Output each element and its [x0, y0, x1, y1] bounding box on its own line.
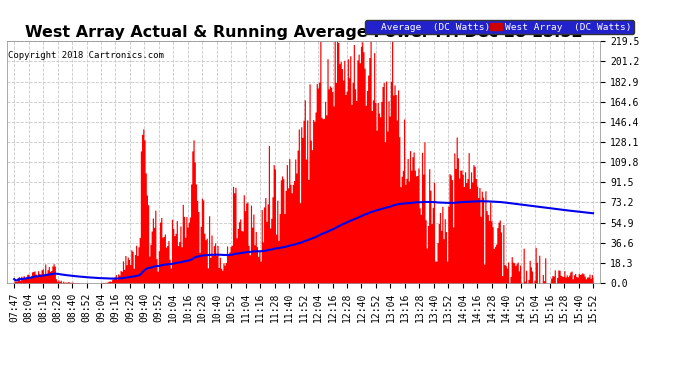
- Text: Copyright 2018 Cartronics.com: Copyright 2018 Cartronics.com: [8, 51, 164, 60]
- Title: West Array Actual & Running Average Power Fri Dec 28 15:52: West Array Actual & Running Average Powe…: [25, 25, 582, 40]
- Legend: Average  (DC Watts), West Array  (DC Watts): Average (DC Watts), West Array (DC Watts…: [365, 20, 633, 34]
